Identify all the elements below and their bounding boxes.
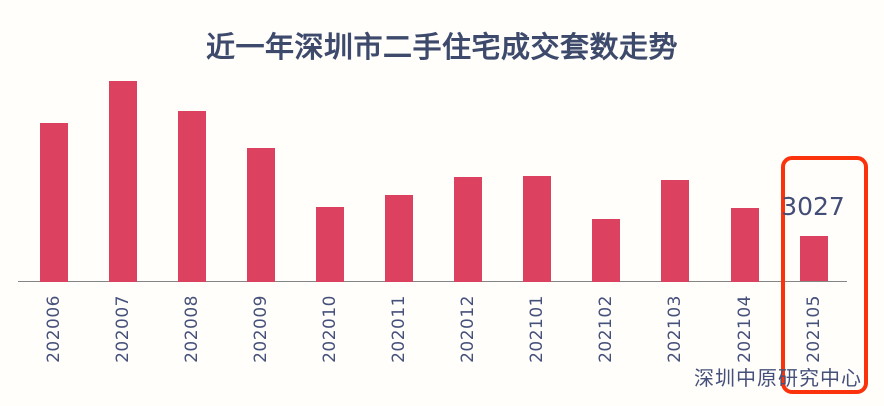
bar-202104 (730, 208, 759, 282)
bar-202101 (523, 175, 552, 282)
x-axis-label-202104: 202104 (734, 295, 755, 363)
bar-202010 (316, 206, 345, 282)
x-axis-label-202103: 202103 (665, 295, 686, 363)
x-axis-label-202007: 202007 (113, 295, 134, 363)
chart-title: 近一年深圳市二手住宅成交套数走势 (205, 30, 678, 64)
bar-202009 (247, 148, 276, 282)
bar-202102 (592, 218, 621, 282)
x-axis-label-202009: 202009 (251, 295, 272, 363)
bar-202011 (385, 194, 414, 282)
bar-202103 (661, 179, 690, 282)
source-credit: 深圳中原研究中心 (694, 366, 862, 390)
highlight-box-202105 (781, 156, 868, 394)
x-axis-label-202008: 202008 (182, 295, 203, 363)
bar-202105 (799, 236, 828, 282)
bar-202006 (40, 122, 68, 282)
x-axis-label-202012: 202012 (458, 295, 479, 363)
x-axis-label-202011: 202011 (389, 295, 410, 363)
x-axis-line (18, 280, 847, 282)
x-axis-label-202010: 202010 (320, 295, 341, 363)
value-label-202105: 3027 (781, 192, 845, 221)
bar-202007 (109, 80, 138, 282)
x-axis-label-202006: 202006 (44, 295, 64, 363)
x-axis-label-202101: 202101 (527, 295, 548, 363)
x-axis-label-202102: 202102 (596, 295, 617, 363)
bar-202008 (178, 111, 207, 282)
bar-202012 (454, 177, 483, 282)
